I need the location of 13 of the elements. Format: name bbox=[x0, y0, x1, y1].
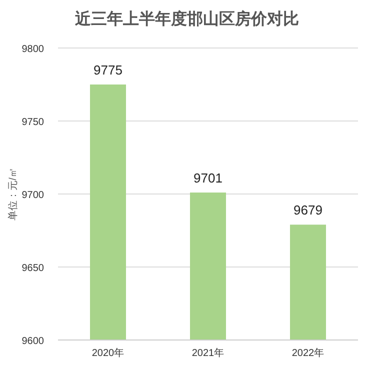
data-label: 9679 bbox=[294, 202, 322, 218]
y-tick-label: 9750 bbox=[22, 117, 44, 128]
x-tick-label: 2022年 bbox=[292, 347, 324, 359]
y-tick-label: 9700 bbox=[22, 190, 44, 201]
y-tick-label: 9650 bbox=[22, 263, 44, 274]
x-tick-label: 2021年 bbox=[192, 347, 224, 359]
y-tick-label: 9800 bbox=[22, 44, 44, 55]
x-tick-label: 2020年 bbox=[92, 347, 124, 359]
data-label: 9775 bbox=[94, 62, 122, 78]
chart-title: 近三年上半年度邯山区房价对比 bbox=[74, 9, 299, 28]
y-tick-label: 9600 bbox=[22, 336, 44, 347]
y-axis-title: 单位：元/㎡ bbox=[7, 168, 19, 220]
data-label: 9701 bbox=[194, 170, 222, 186]
